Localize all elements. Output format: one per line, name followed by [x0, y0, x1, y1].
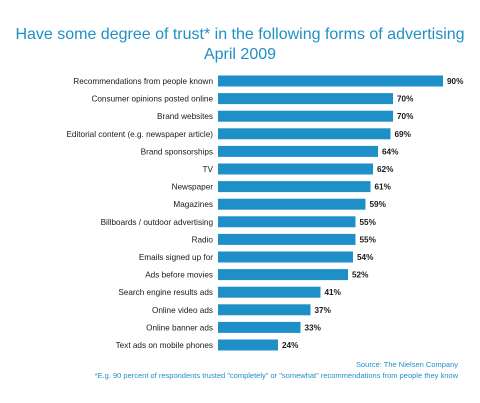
value-label: 55%	[360, 235, 377, 244]
category-label: Consumer opinions posted online	[91, 95, 213, 104]
value-label: 52%	[352, 271, 369, 280]
category-label: Text ads on mobile phones	[116, 341, 213, 350]
bar	[218, 269, 348, 281]
value-label: 59%	[370, 200, 387, 209]
value-label: 55%	[360, 218, 377, 227]
bar	[218, 198, 366, 210]
value-label: 61%	[375, 183, 392, 192]
value-label: 33%	[305, 323, 322, 332]
value-label: 64%	[382, 147, 399, 156]
bar	[218, 321, 301, 333]
value-label: 37%	[315, 306, 332, 315]
bar	[218, 339, 278, 351]
bar	[218, 233, 356, 245]
value-label: 41%	[325, 288, 342, 297]
category-label: Ads before movies	[145, 271, 213, 280]
bar	[218, 163, 373, 175]
category-label: Radio	[192, 235, 214, 244]
value-label: 24%	[282, 341, 299, 350]
bar	[218, 128, 391, 140]
chart-title: Have some degree of trust* in the follow…	[15, 26, 465, 43]
bar	[218, 181, 371, 193]
category-label: Magazines	[173, 200, 213, 209]
category-label: Recommendations from people known	[73, 77, 213, 86]
value-label: 54%	[357, 253, 374, 262]
value-label: 70%	[397, 112, 414, 121]
bar	[218, 110, 393, 122]
category-label: Editorial content (e.g. newspaper articl…	[66, 130, 213, 139]
category-label: Online banner ads	[146, 323, 213, 332]
category-label: Emails signed up for	[139, 253, 213, 262]
value-label: 69%	[395, 130, 412, 139]
bar	[218, 145, 378, 157]
source-note: Source: The Nielsen Company	[356, 360, 458, 369]
value-label: 70%	[397, 95, 414, 104]
category-label: Newspaper	[172, 183, 214, 192]
bar	[218, 93, 393, 105]
value-label: 90%	[447, 77, 464, 86]
chart-subtitle: April 2009	[203, 46, 277, 63]
category-label: Search engine results ads	[118, 288, 213, 297]
bar	[218, 286, 321, 298]
value-label: 62%	[377, 165, 394, 174]
footnote: *E.g. 90 percent of respondents trusted …	[94, 371, 458, 380]
bar	[218, 251, 353, 263]
category-label: TV	[203, 165, 214, 174]
category-label: Billboards / outdoor advertising	[101, 218, 214, 227]
bar	[218, 75, 443, 87]
bar	[218, 304, 311, 316]
bar	[218, 216, 356, 228]
category-label: Brand websites	[157, 112, 213, 121]
category-label: Online video ads	[152, 306, 213, 315]
category-label: Brand sponsorships	[141, 147, 213, 156]
